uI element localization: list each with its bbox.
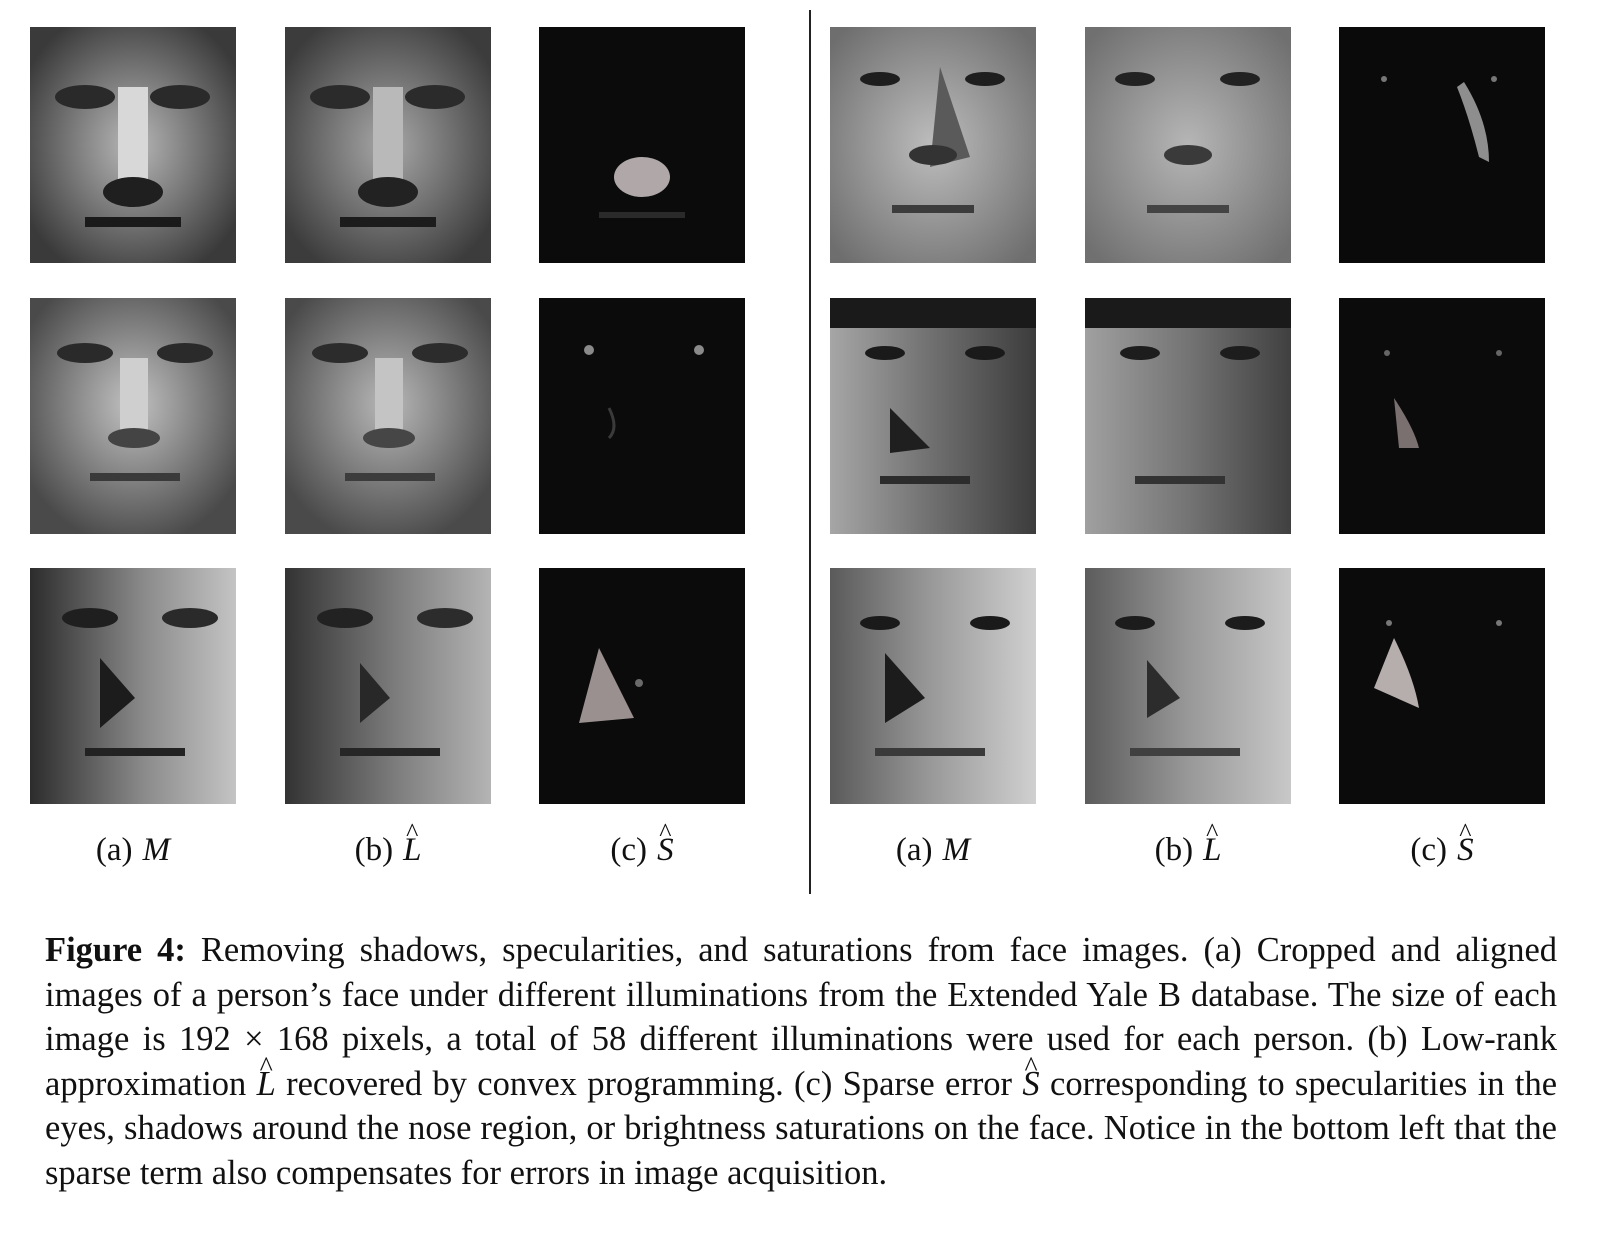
face-image-right-row2-S <box>1339 298 1545 534</box>
face-image-left-row3-L <box>285 568 491 804</box>
face-image-right-row1-L <box>1085 27 1291 263</box>
face-image-right-row1-S <box>1339 27 1545 263</box>
sublabel-right-b: (b) ^ L <box>1154 818 1222 868</box>
caption-text-2: recovered by convex programming. (c) Spa… <box>286 1064 1013 1103</box>
face-image-left-row3-M <box>30 568 236 804</box>
face-image-right-row1-M <box>830 27 1036 263</box>
caption-symbol-s-hat: ^ S <box>1022 1051 1040 1103</box>
face-image-right-row3-M <box>830 568 1036 804</box>
face-image-right-row3-S <box>1339 568 1545 804</box>
face-image-right-row2-M <box>830 298 1036 534</box>
caption-symbol-l-hat: ^ L <box>256 1051 276 1103</box>
caption-text-1: Removing shadows, specularities, and sat… <box>45 931 1558 1103</box>
face-image-right-row3-L <box>1085 568 1291 804</box>
sublabel-left-b: (b) ^ L <box>354 818 422 868</box>
sublabel-left-c: (c) ^ S <box>610 818 674 868</box>
sublabel-right-c: (c) ^ S <box>1410 818 1474 868</box>
sublabel-left-a: (a) M <box>95 832 171 868</box>
face-image-left-row2-L <box>285 298 491 534</box>
face-image-left-row1-L <box>285 27 491 263</box>
panel-divider <box>809 10 811 894</box>
caption-text-3: corresponding to specularities in the ey… <box>45 1064 1558 1192</box>
face-image-left-row3-S <box>539 568 745 804</box>
sublabel-right-a: (a) M <box>895 832 971 868</box>
face-image-right-row2-L <box>1085 298 1291 534</box>
caption-label: Figure 4: <box>45 931 186 969</box>
face-image-left-row2-M <box>30 298 236 534</box>
face-image-left-row2-S <box>539 298 745 534</box>
figure-caption: Figure 4: Removing shadows, specularitie… <box>45 928 1557 1195</box>
face-image-left-row1-S <box>539 27 745 263</box>
face-image-left-row1-M <box>30 27 236 263</box>
